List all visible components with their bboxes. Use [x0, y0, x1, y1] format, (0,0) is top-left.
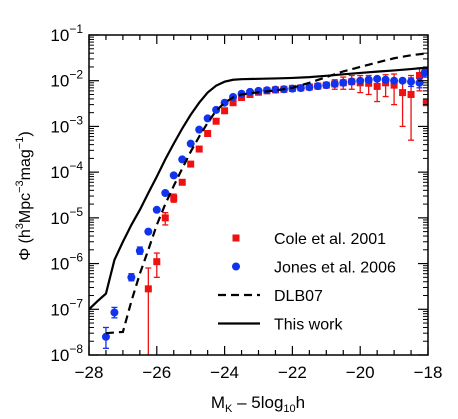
jones-2006-point [420, 68, 428, 77]
jones-2006-point [373, 74, 382, 83]
cole-2001-point [221, 107, 229, 115]
cole-2001-point [373, 82, 381, 90]
legend-label: This work [274, 317, 343, 334]
legend-label: Jones et al. 2006 [274, 260, 396, 277]
jones-2006-point [110, 308, 119, 317]
jones-2006-point [339, 78, 348, 87]
cole-2001-point [187, 160, 195, 168]
legend-marker-circle [232, 262, 240, 271]
y-tick-label: 10−5 [50, 205, 83, 228]
x-tick-label: −22 [278, 363, 307, 382]
jones-2006-point [152, 205, 161, 214]
x-tick-label: −26 [142, 363, 171, 382]
cole-2001-point [399, 89, 407, 97]
jones-2006-point [169, 171, 178, 180]
jones-2006-point [381, 75, 390, 84]
jones-2006-point [398, 76, 407, 85]
cole-2001-point [407, 90, 415, 98]
jones-2006-point [415, 78, 424, 87]
jones-2006-point [195, 125, 204, 134]
cole-2001-point [212, 117, 220, 125]
jones-2006-point [271, 85, 280, 94]
cole-2001-point [178, 178, 186, 186]
cole-2001-point [161, 214, 169, 222]
x-axis-label: MK – 5log10h [211, 393, 305, 415]
series-layer [89, 52, 428, 355]
jones-2006-point [161, 188, 170, 197]
jones-2006-point [135, 246, 144, 255]
jones-2006-point [127, 273, 136, 282]
legend-label: DLB07 [274, 288, 323, 305]
axis-ticks: −28 −26 −24 −22 −20 −18 10−8 10−7 10−6 10−5 10−4 10… [50, 22, 442, 382]
jones-2006-point [296, 84, 305, 93]
x-tick-label: −18 [414, 363, 443, 382]
cole-2001-point [390, 81, 398, 89]
jones-2006-point [322, 81, 331, 90]
this-work-line [89, 66, 428, 311]
cole-2001-point [229, 99, 237, 107]
x-tick-label: −24 [210, 363, 239, 382]
x-tick-label: −28 [75, 363, 104, 382]
cole-2001-point [144, 285, 152, 293]
cole-2001-point [170, 194, 178, 202]
jones-2006-point [330, 79, 339, 88]
jones-2006-point [101, 332, 110, 341]
dlb07-line [105, 52, 428, 335]
y-tick-label: 10−7 [50, 296, 83, 319]
jones-2006-point [305, 83, 314, 92]
y-axis-label: Φ (h3Mpc−3mag−1) [14, 131, 34, 260]
jones-2006-point [203, 114, 212, 123]
jones-2006-point [356, 76, 365, 85]
x-tick-label: −20 [346, 363, 375, 382]
cole-2001-point [195, 145, 203, 153]
jones-2006-point [144, 227, 153, 236]
cole-2001-point [422, 99, 428, 107]
y-tick-label: 10−2 [50, 68, 83, 91]
y-tick-label: 10−1 [50, 22, 83, 45]
legend-label: Cole et al. 2001 [274, 231, 386, 248]
plot-frame [88, 34, 429, 356]
jones-2006-point [186, 139, 195, 148]
y-tick-label: 10−3 [50, 113, 83, 136]
jones-2006-point [390, 76, 399, 85]
jones-2006-point [407, 77, 416, 86]
y-tick-label: 10−4 [50, 159, 83, 182]
cole-2001-point [153, 258, 161, 266]
legend: Cole et al. 2001 Jones et al. 2006 DLB07 Th… [218, 231, 396, 334]
jones-2006-point [178, 155, 187, 164]
legend-marker-square [232, 234, 240, 242]
cole-2001-point [416, 72, 424, 80]
jones-2006-point [364, 75, 373, 84]
cole-2001-point [204, 130, 212, 138]
jones-2006-point [347, 77, 356, 86]
y-tick-label: 10−6 [50, 251, 83, 274]
jones-2006-point [313, 82, 322, 91]
y-tick-label: 10−8 [50, 342, 83, 365]
